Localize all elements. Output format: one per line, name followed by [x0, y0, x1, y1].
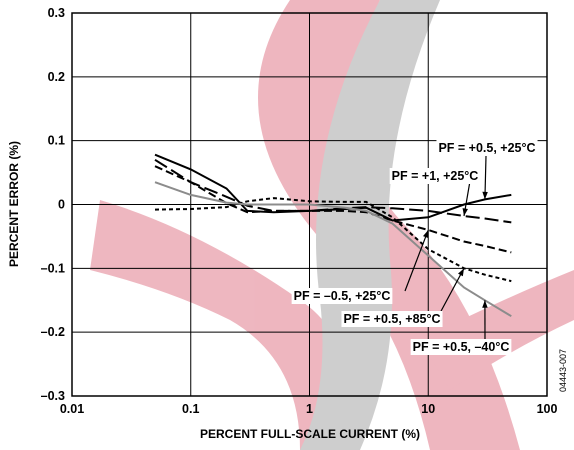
annotation-arrowhead	[482, 300, 488, 308]
x-axis-title: PERCENT FULL-SCALE CURRENT (%)	[200, 427, 420, 441]
plot-frame	[71, 12, 548, 397]
y-tick-label: –0.3	[41, 389, 65, 403]
y-tick-label: –0.1	[41, 261, 65, 275]
series-line	[154, 197, 512, 283]
x-tick-label: 0.01	[60, 402, 84, 416]
x-tick-label: 100	[537, 402, 558, 416]
annotation-arrowhead	[482, 191, 488, 200]
annotation-background	[341, 311, 443, 327]
series-line	[154, 181, 512, 318]
x-tick-label: 1	[306, 402, 313, 416]
watermark-shape	[300, 0, 440, 450]
y-axis-title: PERCENT ERROR (%)	[7, 141, 21, 267]
series-label: PF = +0.5, +85°C	[343, 312, 440, 326]
annotation-background	[410, 339, 512, 355]
y-tick-label: 0.1	[48, 134, 65, 148]
annotation-arrowhead	[458, 268, 464, 277]
annotation-background	[436, 140, 538, 156]
annotation-background	[389, 168, 481, 184]
series-label: PF = –0.5, +25°C	[294, 289, 391, 303]
series-label: PF = +0.5, +25°C	[438, 141, 535, 155]
annotation-arrow	[439, 268, 465, 314]
y-tick-label: 0.3	[48, 6, 65, 20]
watermark-shape	[420, 270, 574, 390]
figure-id: 04443-007	[558, 349, 568, 392]
watermark	[90, 0, 574, 450]
y-tick-label: 0	[58, 198, 65, 212]
y-tick-label: –0.2	[41, 325, 65, 339]
series-label: PF = +0.5, –40°C	[413, 340, 510, 354]
watermark-shape	[258, 0, 520, 450]
series-label: PF = +1, +25°C	[392, 169, 479, 183]
annotation-arrow	[404, 229, 429, 292]
annotation-arrowhead	[423, 230, 429, 239]
x-tick-label: 0.1	[182, 402, 199, 416]
annotation-background	[291, 288, 393, 304]
x-tick-label: 10	[421, 402, 435, 416]
y-tick-label: 0.2	[48, 70, 65, 84]
series-line	[154, 165, 512, 254]
watermark-shape	[90, 200, 360, 450]
annotation-arrowhead	[462, 208, 468, 216]
